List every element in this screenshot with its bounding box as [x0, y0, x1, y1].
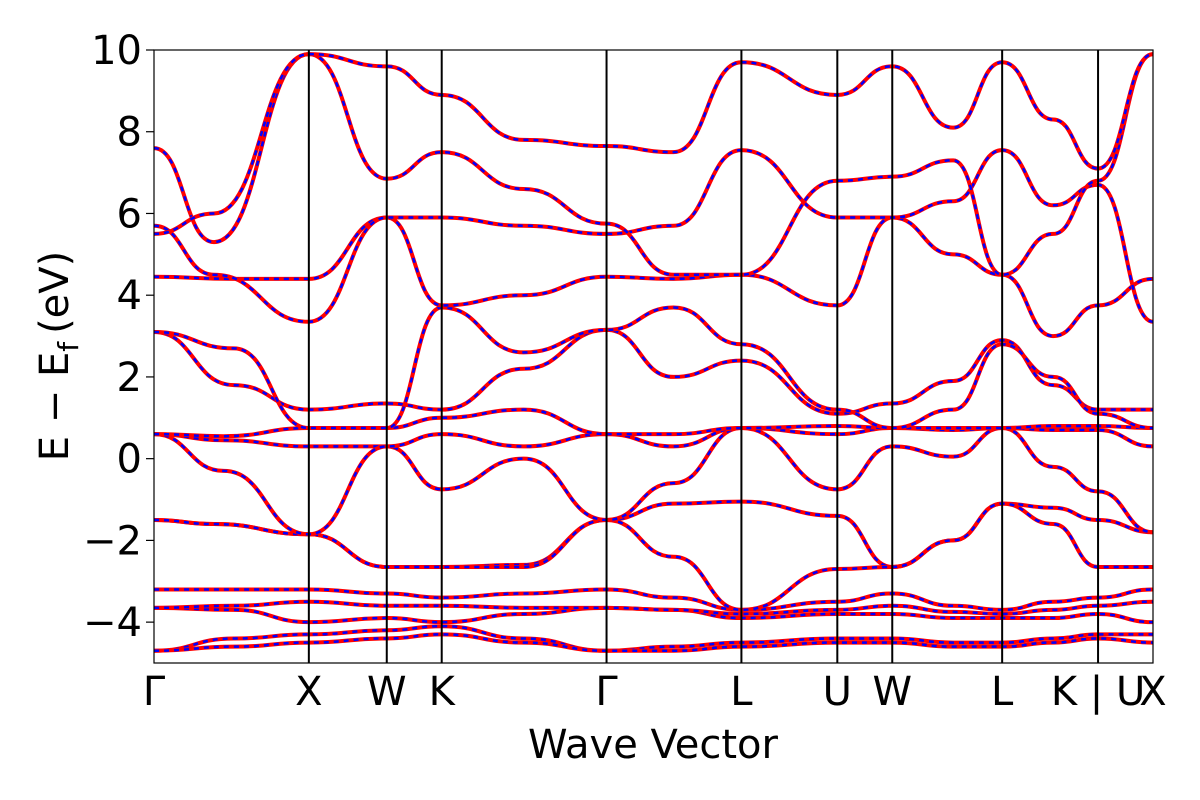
y-axis-title: E − Ef (eV) — [32, 251, 85, 462]
band-lines — [154, 52, 1153, 653]
x-axis-title: Wave Vector — [528, 722, 779, 768]
band-overlay-7 — [154, 502, 1153, 612]
y-tick-label: 2 — [117, 355, 142, 401]
y-axis-ticks: 10 8 6 4 2 0 −2 −4 — [83, 28, 154, 646]
y-axis-title-unit: (eV) — [32, 251, 78, 334]
y-tick-label: 8 — [117, 110, 142, 156]
plot-frame — [153, 49, 1154, 664]
y-tick-label: 10 — [91, 28, 142, 74]
high-symmetry-lines — [307, 50, 1100, 663]
x-tick-label: K — [429, 669, 457, 715]
x-tick-label: L — [991, 669, 1014, 715]
y-tick-label: 6 — [117, 191, 142, 237]
band-overlay-13 — [154, 216, 1153, 338]
x-tick-label: W — [367, 669, 407, 715]
band-overlay-1 — [154, 624, 1153, 652]
y-tick-label: −2 — [83, 518, 142, 564]
x-tick-label: W — [872, 669, 912, 715]
x-tick-label: X — [1139, 669, 1166, 715]
band-overlay-11 — [154, 328, 1153, 415]
band-overlay-2 — [154, 633, 1153, 652]
band-line-5 — [154, 587, 1153, 612]
band-overlay-9 — [154, 426, 1153, 536]
band-overlay-14 — [154, 148, 1153, 324]
band-overlay-8 — [154, 426, 1153, 534]
y-tick-label: −4 — [83, 600, 142, 646]
y-axis-title-main: E − E — [32, 352, 78, 462]
y-tick-label: 0 — [117, 437, 142, 483]
y-tick-label: 4 — [117, 273, 142, 319]
x-tick-label: K | U — [1051, 669, 1145, 715]
x-tick-label: X — [295, 669, 322, 715]
y-axis-title-subscript: f — [52, 341, 85, 352]
x-tick-label: Γ — [595, 669, 618, 715]
band-overlay-15 — [154, 52, 1153, 277]
band-overlay-12 — [154, 306, 1153, 430]
x-tick-label: U — [823, 669, 852, 715]
x-tick-label: Γ — [143, 669, 166, 715]
band-overlay-4 — [154, 600, 1153, 616]
x-tick-label: L — [730, 669, 753, 715]
band-overlay-3 — [154, 606, 1153, 624]
band-overlay-16 — [154, 52, 1153, 236]
